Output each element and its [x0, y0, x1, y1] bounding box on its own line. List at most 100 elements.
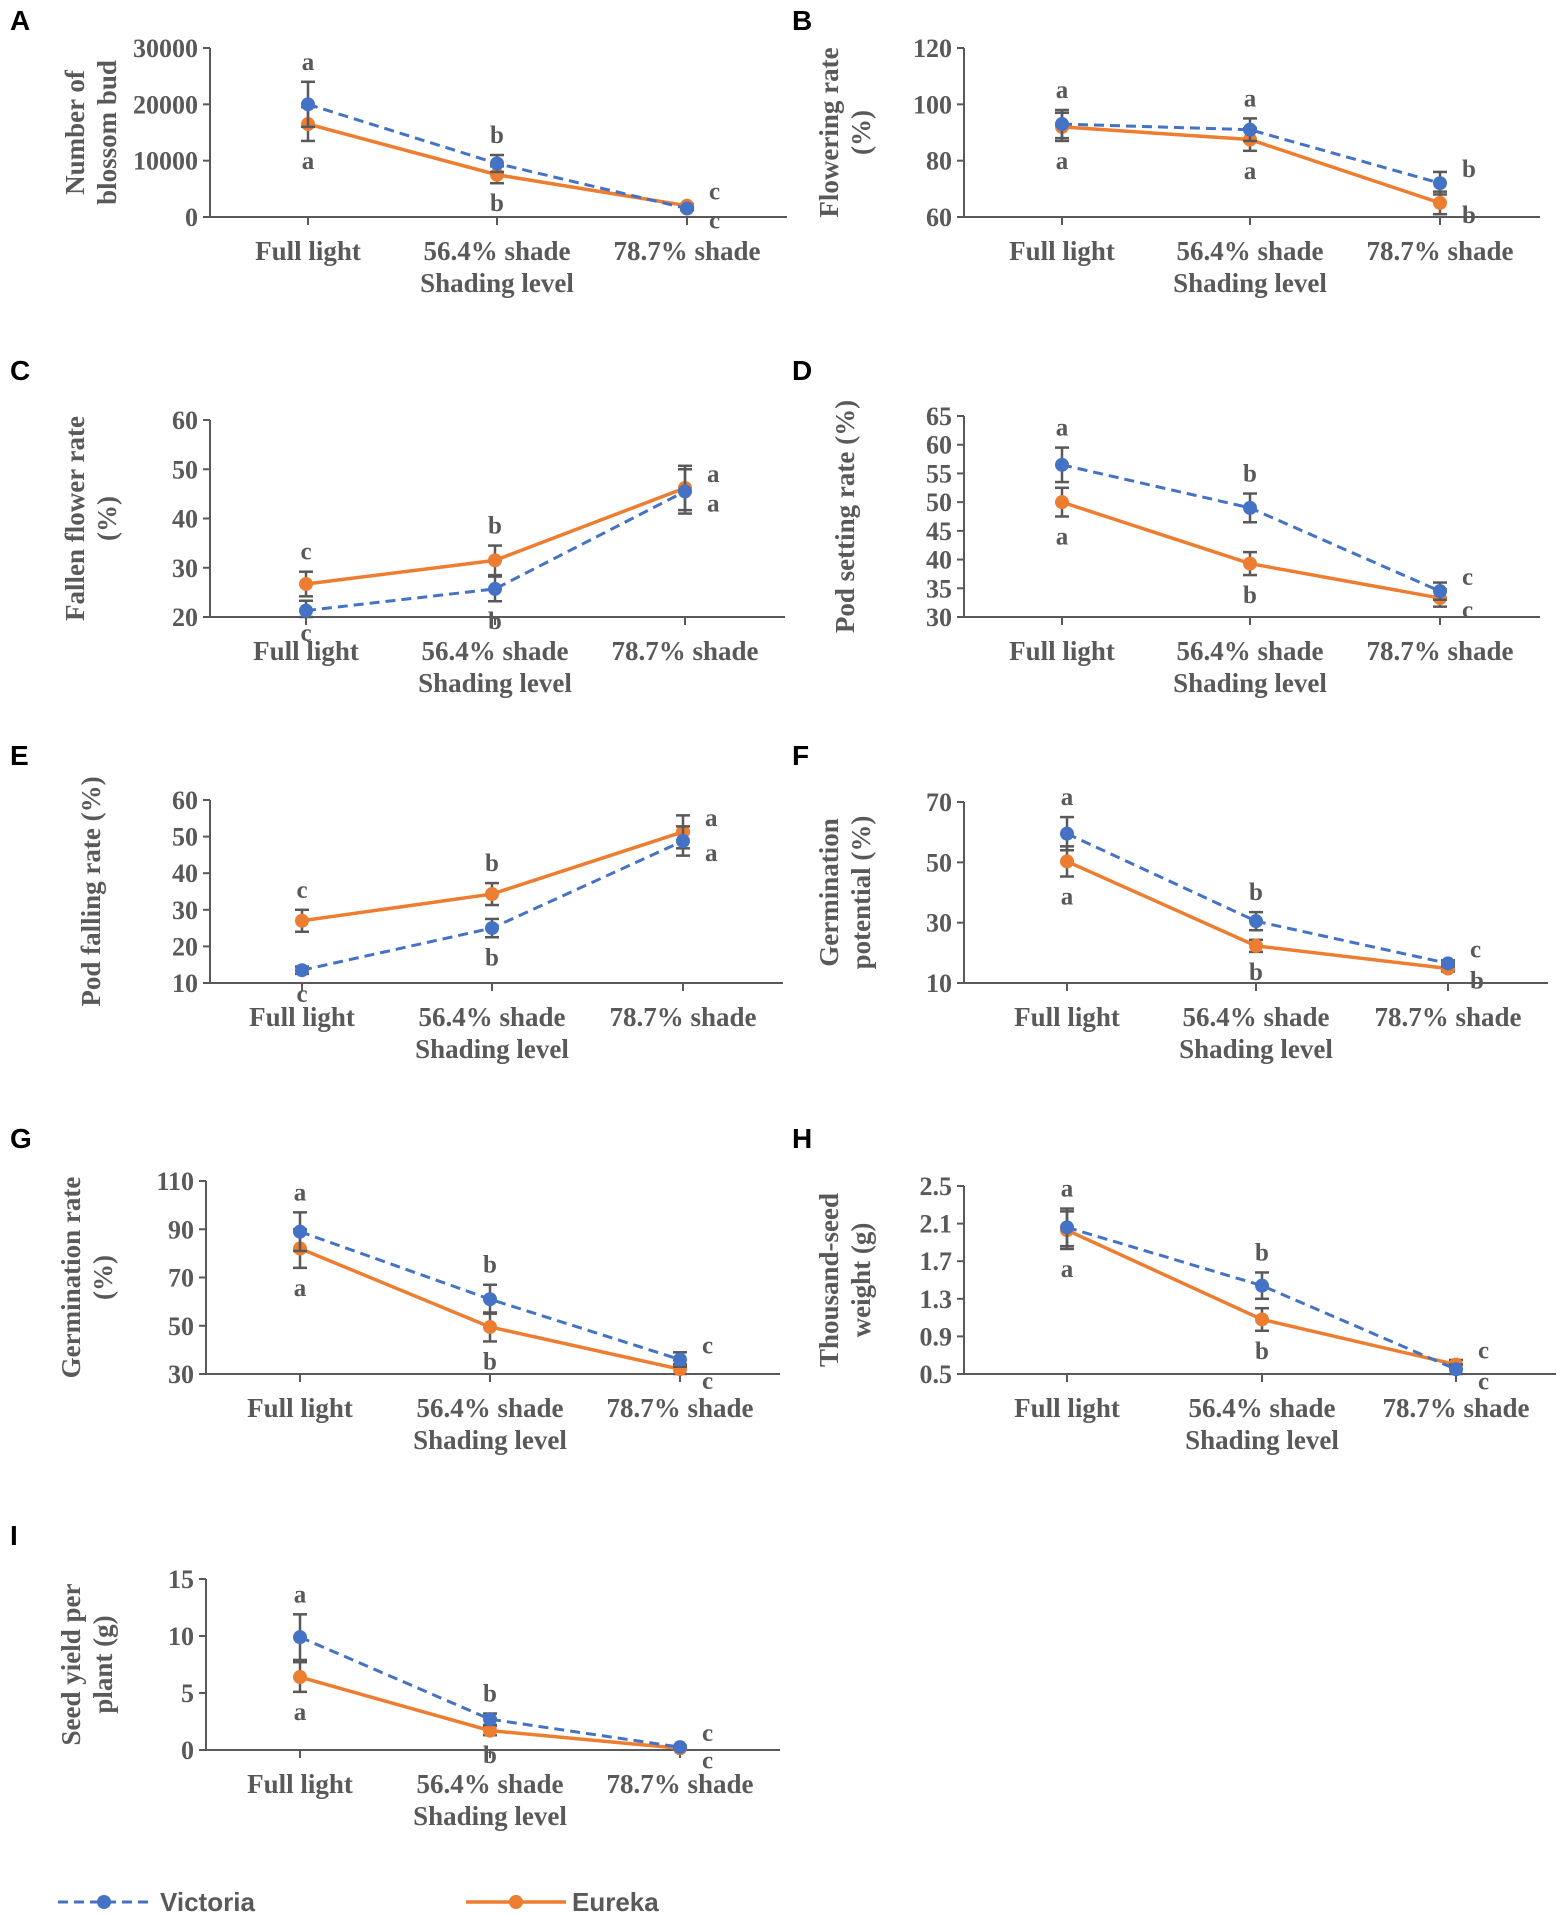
data-point	[295, 913, 309, 928]
significance-letter: a	[294, 1699, 307, 1726]
y-tick-label: 50	[168, 1312, 194, 1341]
x-tick-label: 56.4% shade	[416, 1769, 563, 1799]
y-tick-label: 40	[172, 859, 198, 888]
data-point	[1433, 584, 1447, 599]
data-point	[1060, 1220, 1074, 1235]
data-point	[1055, 117, 1069, 132]
y-tick-label: 1.3	[920, 1285, 953, 1314]
x-tick-label: 56.4% shade	[1176, 236, 1323, 266]
significance-letter: c	[709, 179, 720, 206]
significance-letter: c	[702, 1368, 713, 1395]
panel-f: F 10 30 50 70 Full light 56.4% shade 78.7% shad…	[792, 740, 1548, 1064]
data-point	[1055, 495, 1069, 510]
y-tick-label: 30	[926, 603, 952, 632]
significance-letter: c	[702, 1720, 713, 1747]
significance-letter: c	[1470, 936, 1481, 963]
y-axis-title: (%)	[846, 110, 876, 155]
x-tick-label: 78.7% shade	[1374, 1002, 1521, 1032]
x-tick-label: 56.4% shade	[423, 236, 570, 266]
series-victoria	[1060, 1207, 1463, 1377]
x-tick-label: 78.7% shade	[611, 636, 758, 666]
legend-victoria-marker	[97, 1895, 111, 1909]
significance-letter: c	[296, 877, 307, 904]
significance-letter: a	[1056, 415, 1069, 442]
y-tick-label: 60	[926, 203, 952, 232]
series-line	[299, 1635, 681, 1749]
y-axis-title: Flowering rate	[814, 47, 844, 217]
y-tick-label: 2.5	[920, 1172, 953, 1201]
data-point	[1060, 854, 1074, 869]
x-tick-label: Full light	[247, 1393, 353, 1423]
y-tick-label: 100	[913, 90, 952, 119]
significance-letter: b	[1249, 879, 1263, 906]
significance-letter: b	[485, 850, 499, 877]
x-tick-label: 56.4% shade	[418, 1002, 565, 1032]
data-point	[485, 921, 499, 936]
data-point	[485, 887, 499, 902]
y-axis-title: blossom bud	[92, 60, 122, 205]
x-tick-label: 78.7% shade	[1366, 636, 1513, 666]
data-point	[1243, 556, 1257, 571]
y-axis-title: Pod setting rate (%)	[830, 400, 860, 633]
x-axis-title: Shading level	[1173, 668, 1327, 698]
x-tick-label: Full light	[253, 636, 359, 666]
significance-letter: b	[1243, 461, 1257, 488]
data-point	[1055, 457, 1069, 472]
significance-letter: b	[488, 608, 502, 635]
data-point	[483, 1292, 497, 1307]
significance-letter: a	[707, 461, 720, 488]
y-tick-label: 50	[926, 488, 952, 517]
y-tick-label: 10	[172, 969, 198, 998]
data-point	[490, 156, 504, 171]
data-point	[676, 833, 690, 848]
significance-letter: c	[1478, 1368, 1489, 1395]
legend-eureka-marker	[509, 1895, 523, 1909]
x-axis-title: Shading level	[1173, 268, 1327, 298]
data-point	[1433, 195, 1447, 210]
significance-letter: b	[488, 513, 502, 540]
series-victoria	[295, 825, 690, 978]
series-victoria	[1055, 446, 1447, 602]
data-point	[673, 1352, 687, 1367]
legend: Victoria Eureka	[58, 1887, 659, 1917]
data-point	[299, 603, 313, 618]
data-point	[1255, 1312, 1269, 1327]
series-victoria	[301, 80, 694, 216]
significance-letter: b	[1249, 959, 1263, 986]
data-point	[1255, 1278, 1269, 1293]
y-tick-label: 90	[168, 1215, 194, 1244]
panel-i: I 0 5 10 15 Full light 56.4% shade 78.7% shade S…	[10, 1520, 780, 1831]
y-tick-label: 15	[168, 1565, 194, 1594]
y-tick-label: 20	[172, 603, 198, 632]
x-axis-title: Shading level	[418, 668, 572, 698]
panel-letter: E	[10, 740, 29, 771]
y-tick-label: 50	[172, 823, 198, 852]
data-point	[483, 1712, 497, 1727]
data-point	[1060, 826, 1074, 841]
significance-letter: a	[294, 1581, 307, 1608]
significance-letter: b	[1470, 968, 1484, 995]
significance-letter: c	[1462, 564, 1473, 591]
data-point	[483, 1319, 497, 1334]
y-tick-label: 0.9	[920, 1322, 953, 1351]
significance-letter: c	[300, 539, 311, 566]
y-axis-title: potential (%)	[846, 816, 876, 970]
series-victoria	[1055, 108, 1447, 196]
data-point	[488, 581, 502, 596]
x-tick-label: Full light	[255, 236, 361, 266]
significance-letter: b	[483, 1742, 497, 1769]
significance-letter: c	[1478, 1338, 1489, 1365]
series-victoria	[1060, 815, 1455, 971]
data-point	[299, 577, 313, 592]
data-point	[295, 963, 309, 978]
panel-letter: D	[792, 355, 812, 386]
significance-letter: a	[1056, 148, 1069, 175]
x-tick-label: Full light	[1014, 1002, 1120, 1032]
x-axis-title: Shading level	[1185, 1425, 1339, 1455]
y-tick-label: 0.5	[920, 1360, 953, 1389]
panel-a: A 0 10000 20000 30000 Full light 56.4% shade 78…	[10, 5, 787, 298]
panel-c: C 20 30 40 50 60 Full light 56.4% shade 78.7% sh…	[10, 355, 785, 698]
significance-letter: b	[1255, 1338, 1269, 1365]
significance-letter: a	[1061, 784, 1074, 811]
